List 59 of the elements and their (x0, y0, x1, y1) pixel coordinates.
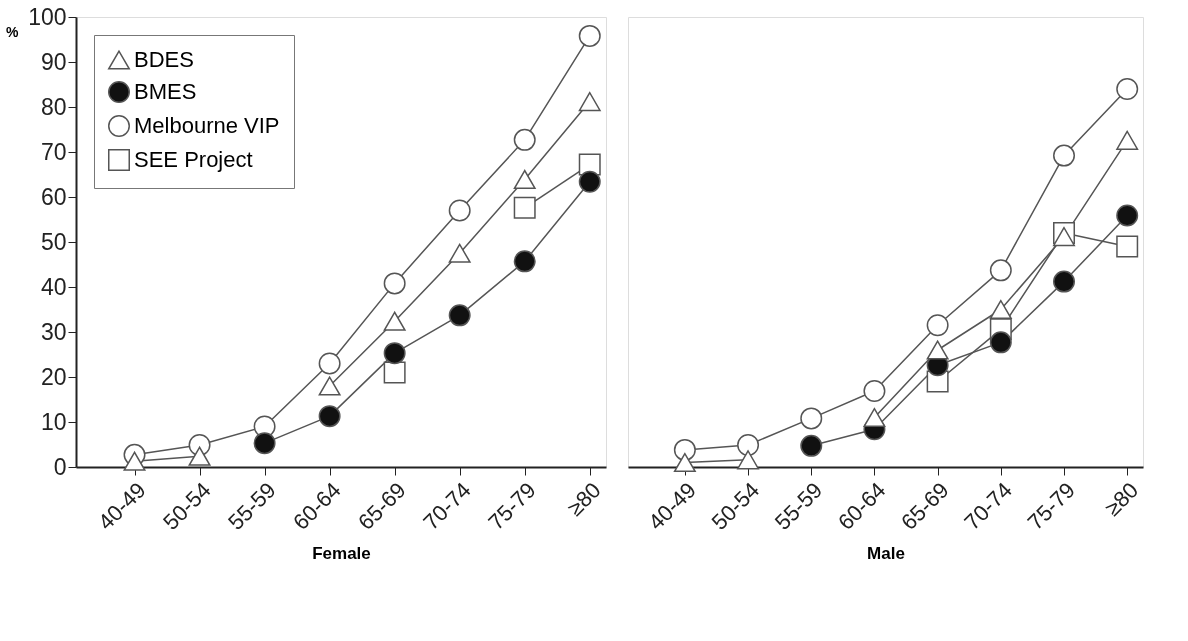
legend-label: BDES (134, 47, 194, 72)
point (383, 272, 406, 295)
y-tick-label: 10 (40, 408, 67, 435)
point (578, 24, 601, 47)
point (800, 407, 823, 430)
point (123, 451, 146, 471)
point (318, 405, 341, 428)
y-tick-label: 70 (40, 138, 67, 165)
point (1116, 78, 1139, 100)
y-tick-label: 100 (28, 3, 67, 30)
point (383, 361, 406, 384)
point (513, 128, 536, 151)
point (673, 452, 696, 473)
point (448, 304, 471, 327)
x-axis-title: Female (312, 544, 371, 564)
point (926, 314, 949, 337)
point (737, 433, 760, 456)
point (318, 352, 341, 375)
point (989, 299, 1012, 320)
point (513, 250, 536, 273)
y-tick-label: 20 (40, 363, 67, 390)
y-tick-label: 0 (53, 453, 67, 480)
point (383, 311, 406, 331)
point (863, 379, 886, 402)
point (578, 170, 601, 193)
point (448, 243, 471, 263)
x-tick-label: ≥80 (1099, 477, 1144, 521)
point (1116, 204, 1139, 227)
y-tick-label: 90 (40, 48, 67, 75)
x-axis-title: Male (867, 544, 905, 564)
point (673, 438, 696, 461)
point (737, 450, 760, 470)
point (1053, 144, 1076, 167)
legend-label: BMES (134, 79, 197, 104)
y-tick-label: 30 (40, 318, 67, 345)
point (448, 199, 471, 222)
legend-label: SEE Project (134, 147, 253, 172)
point (989, 259, 1012, 282)
point (578, 91, 601, 112)
point (800, 434, 823, 457)
y-tick-label: 60 (40, 183, 67, 210)
x-tick-label: ≥80 (562, 477, 606, 521)
point (1053, 270, 1076, 293)
y-tick-label: 50 (40, 228, 67, 255)
point (926, 340, 949, 360)
point (1116, 130, 1139, 150)
point (188, 446, 211, 466)
point (383, 342, 406, 365)
y-axis-title: % (6, 23, 20, 40)
point (863, 407, 886, 428)
point (989, 331, 1012, 354)
point (513, 169, 536, 190)
point (318, 376, 341, 396)
point (1116, 235, 1139, 258)
y-tick-label: 40 (40, 273, 67, 300)
point (513, 196, 536, 219)
point (253, 432, 276, 455)
legend-label: Melbourne VIP (134, 113, 280, 138)
y-tick-label: 80 (40, 93, 67, 120)
